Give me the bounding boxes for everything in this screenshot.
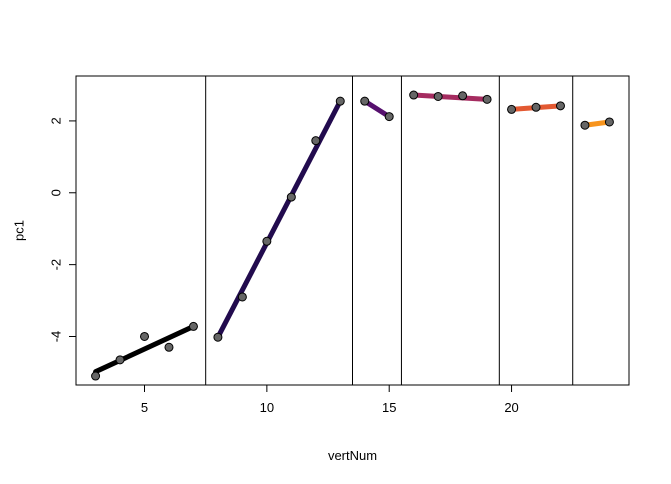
data-point: [335, 96, 345, 106]
x-tick-label: 5: [141, 400, 148, 415]
data-point: [409, 90, 419, 100]
data-point: [213, 332, 223, 342]
data-point: [531, 102, 541, 112]
data-point: [360, 96, 370, 106]
data-point: [164, 342, 174, 352]
data-point: [384, 112, 394, 122]
data-point: [311, 136, 321, 146]
data-point: [482, 94, 492, 104]
x-tick-label: 20: [504, 400, 518, 415]
y-axis: -4 -2 0 2: [49, 117, 77, 342]
fit-line: [411, 92, 490, 102]
fit-line: [362, 98, 392, 120]
data-point: [91, 371, 101, 381]
data-point: [262, 236, 272, 246]
data-point: [188, 321, 198, 331]
x-axis-title: vertNum: [328, 448, 377, 463]
fit-line: [215, 98, 343, 340]
data-point: [507, 104, 517, 114]
data-point: [140, 331, 150, 341]
segment-dividers: [205, 76, 574, 385]
fit-line: [93, 323, 196, 375]
x-tick-label: 10: [260, 400, 274, 415]
y-tick-label: -2: [49, 259, 64, 271]
y-tick-label: 2: [49, 117, 64, 124]
data-point: [580, 120, 590, 130]
y-axis-title: pc1: [12, 220, 27, 241]
data-points: [91, 90, 614, 381]
x-tick-label: 15: [382, 400, 396, 415]
y-tick-label: 0: [49, 189, 64, 196]
data-point: [458, 91, 468, 101]
data-point: [555, 101, 565, 111]
data-point: [604, 117, 614, 127]
x-axis: 5 10 15 20: [141, 384, 519, 415]
data-point: [115, 355, 125, 365]
data-point: [237, 292, 247, 302]
data-point: [286, 192, 296, 202]
data-point: [433, 91, 443, 101]
y-tick-label: -4: [49, 331, 64, 343]
